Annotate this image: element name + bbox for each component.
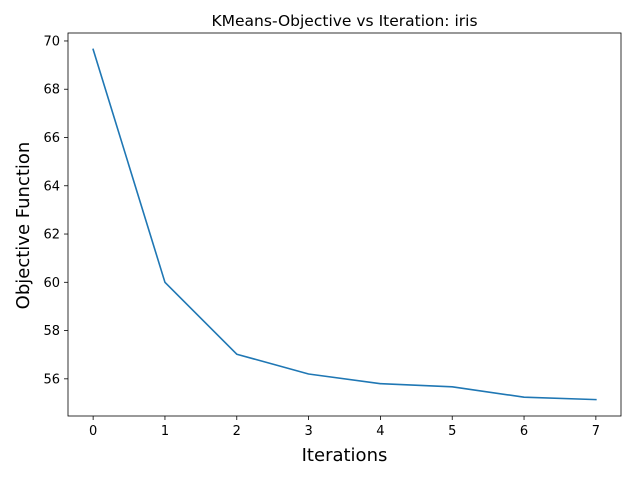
x-tick-label-3: 3: [304, 424, 312, 439]
x-tick-label-4: 4: [376, 424, 384, 439]
series-line: [92, 48, 597, 401]
x-tick-label-7: 7: [592, 424, 600, 439]
y-axis-title: Objective Function: [13, 142, 34, 310]
x-tick-label-1: 1: [161, 424, 169, 439]
y-tick-label-64: 64: [43, 179, 60, 194]
y-tick-label-66: 66: [43, 131, 60, 146]
x-tick-label-5: 5: [448, 424, 456, 439]
y-tick-label-62: 62: [43, 228, 60, 243]
y-tick-label-56: 56: [43, 372, 60, 387]
x-tick-label-6: 6: [520, 424, 528, 439]
x-axis-title: Iterations: [302, 445, 388, 466]
axes-frame: [67, 32, 622, 417]
y-tick-label-58: 58: [43, 324, 60, 339]
x-tick-label-0: 0: [89, 424, 97, 439]
y-tick-label-60: 60: [43, 276, 60, 291]
y-tick-label-70: 70: [43, 34, 60, 49]
y-tick-label-68: 68: [43, 83, 60, 98]
chart-title: KMeans-Objective vs Iteration: iris: [211, 12, 477, 30]
x-tick-label-2: 2: [233, 424, 241, 439]
